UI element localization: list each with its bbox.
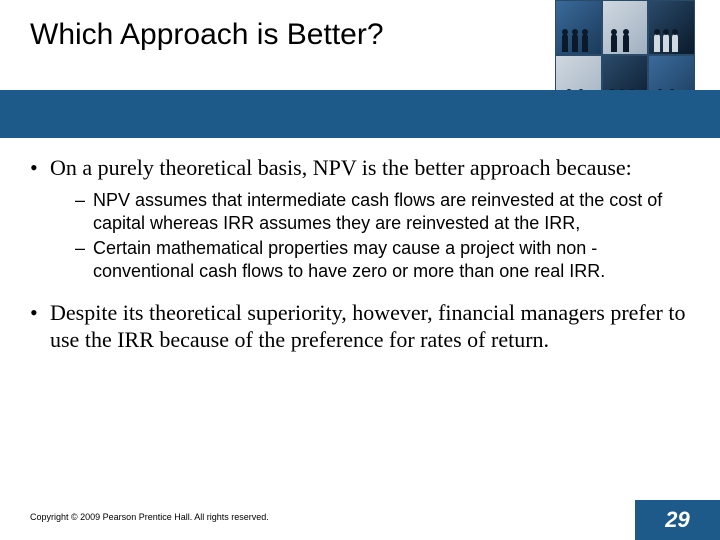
slide-title: Which Approach is Better? [30,18,384,52]
bullet-main-1: On a purely theoretical basis, NPV is th… [30,155,690,181]
content-area: On a purely theoretical basis, NPV is th… [30,155,690,361]
page-number-box: 29 [635,500,720,540]
bullet-sub-1-1: NPV assumes that intermediate cash flows… [75,189,690,234]
copyright-text: Copyright © 2009 Pearson Prentice Hall. … [30,512,269,522]
bullet-main-2: Despite its theoretical superiority, how… [30,300,690,353]
page-number: 29 [665,507,689,533]
banner-bar [0,90,720,138]
sub-list-1: NPV assumes that intermediate cash flows… [30,189,690,282]
footer-area: Copyright © 2009 Pearson Prentice Hall. … [0,500,720,540]
header-area: Which Approach is Better? [0,0,720,115]
bullet-sub-1-2: Certain mathematical properties may caus… [75,237,690,282]
